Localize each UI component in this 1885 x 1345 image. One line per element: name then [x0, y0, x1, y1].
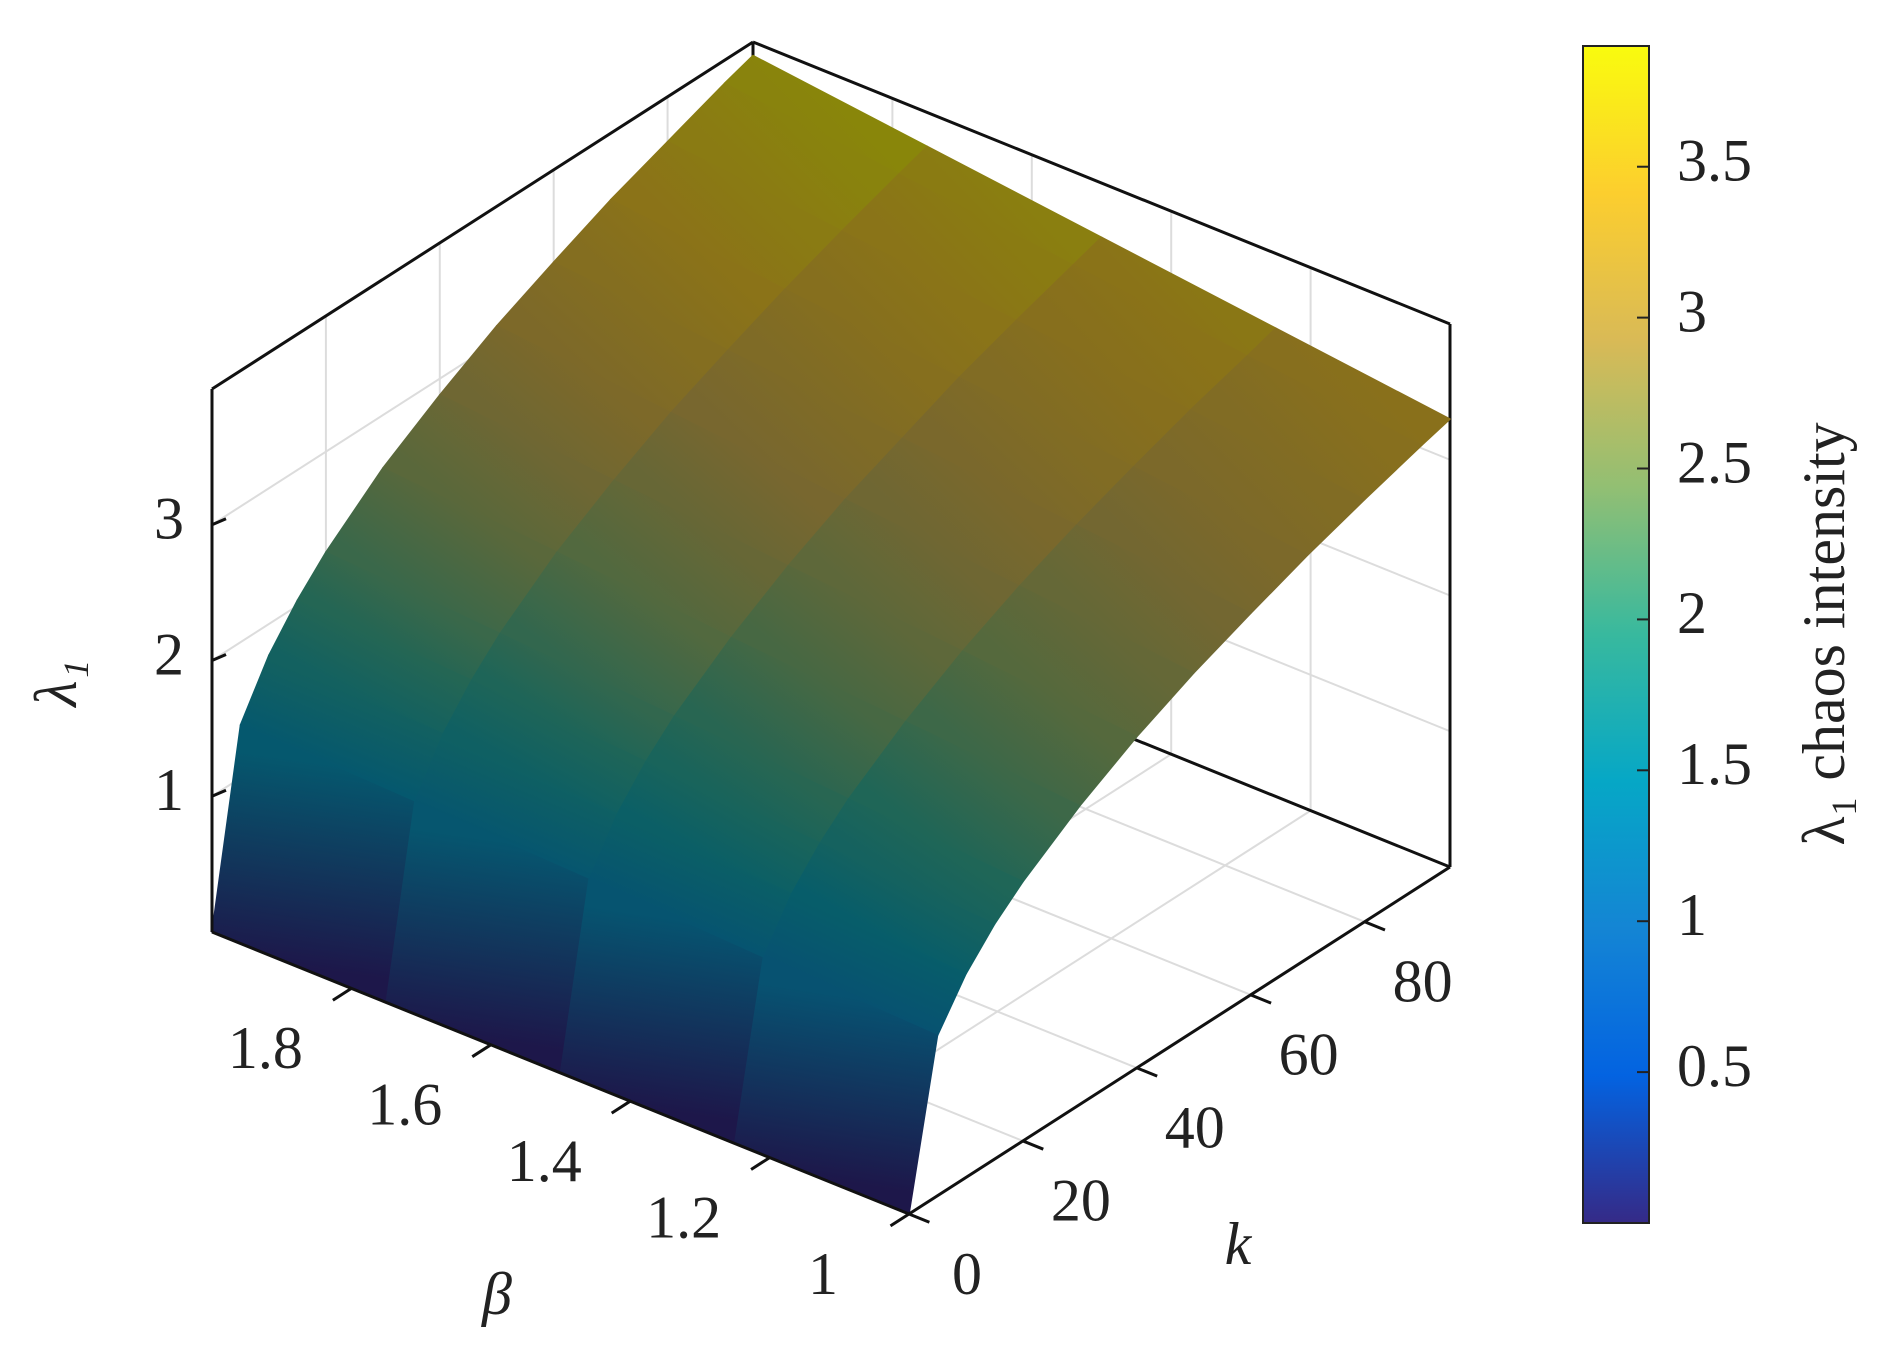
box-line: [752, 40, 1451, 326]
x-tick-label: 1.4: [507, 1128, 582, 1194]
axis-line: [211, 930, 910, 1216]
colorbar-tick-label: 0.5: [1677, 1033, 1752, 1099]
z-tick-label: 3: [154, 486, 184, 552]
y-tick-label: 0: [952, 1241, 982, 1307]
colorbar-tick-label: 2.5: [1677, 429, 1752, 495]
z-tick: [211, 788, 227, 798]
z-axis-label: λ₁: [23, 660, 89, 709]
colorbar-tick-label: 3.5: [1677, 127, 1752, 193]
x-tick-label: 1.6: [367, 1072, 442, 1138]
y-tick: [1022, 1139, 1044, 1151]
y-tick-label: 40: [1165, 1095, 1225, 1161]
z-tick-label: 2: [154, 621, 184, 687]
y-tick-label: 60: [1279, 1022, 1339, 1088]
y-tick-label: 80: [1393, 949, 1453, 1015]
x-tick: [889, 1212, 910, 1228]
x-tick: [750, 1156, 771, 1171]
x-tick-label: 1.8: [228, 1015, 303, 1081]
z-tick: [211, 517, 227, 527]
y-tick: [1364, 920, 1386, 932]
axis-line: [908, 865, 1451, 1216]
x-tick: [332, 987, 353, 1002]
box-line: [211, 40, 754, 391]
z-tick: [211, 653, 227, 662]
y-tick: [908, 1212, 930, 1224]
x-tick: [610, 1099, 632, 1115]
z-tick-label: 1: [154, 757, 184, 823]
x-axis-label: β: [481, 1261, 512, 1327]
colorbar-tick-label: 1: [1677, 882, 1707, 948]
colorbar-tick-label: 2: [1677, 580, 1707, 646]
y-tick-label: 20: [1051, 1168, 1111, 1234]
y-tick: [1250, 993, 1272, 1005]
x-tick: [471, 1043, 492, 1058]
colorbar: [1582, 45, 1650, 1224]
x-tick-label: 1.2: [646, 1184, 721, 1250]
colorbar-tick-label: 1.5: [1677, 731, 1752, 797]
y-axis-label: k: [1225, 1211, 1253, 1277]
colorbar-tick-label: 3: [1677, 278, 1707, 344]
x-tick-label: 1: [808, 1241, 838, 1307]
colorbar-label: λ₁ chaos intensity: [1791, 422, 1857, 845]
y-tick: [1136, 1066, 1158, 1078]
